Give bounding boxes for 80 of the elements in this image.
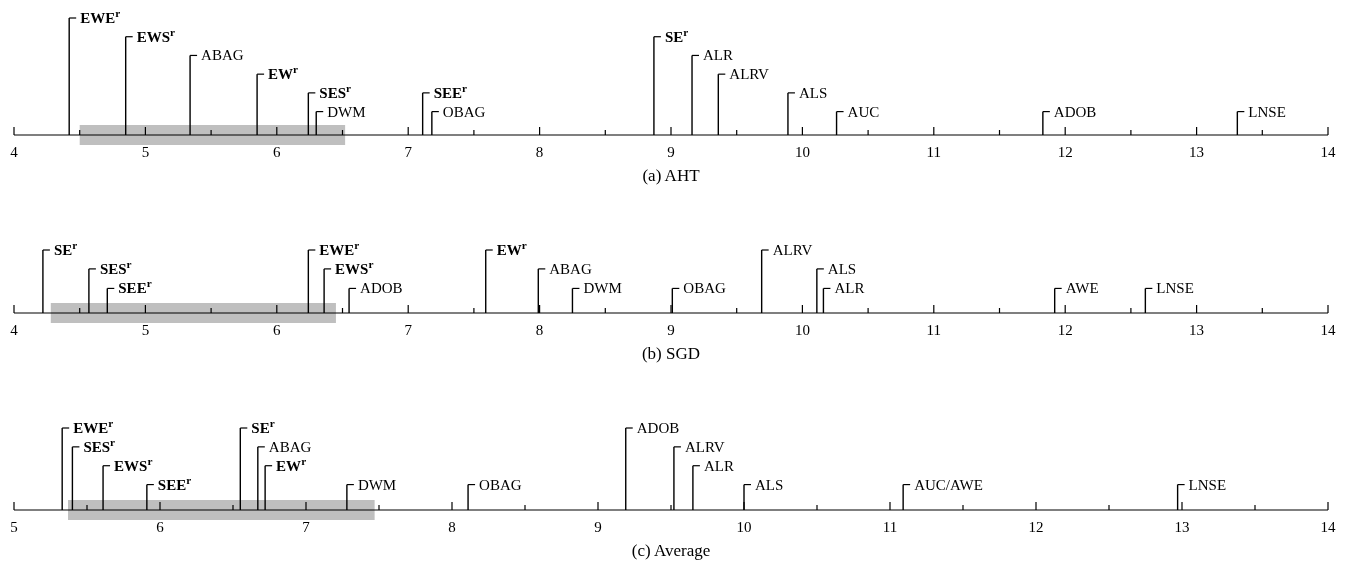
x-tick-label: 12: [1028, 519, 1044, 535]
annotation: EWE$^{r}$: [80, 7, 121, 26]
annotation: EW$^{r}$: [268, 63, 299, 83]
x-tick-label: 5: [141, 322, 150, 338]
annotation: ALR: [834, 280, 865, 297]
x-tick-label: 10: [736, 519, 752, 535]
x-tick-label: 7: [404, 144, 413, 160]
annotation: EW$^{r}$: [276, 454, 307, 474]
annotation: SEE$^{r}$: [157, 473, 192, 493]
annotation: SE$^{r}$: [664, 25, 689, 45]
annotation: ABAG: [268, 438, 312, 455]
annotation: SE$^{r}$: [251, 417, 275, 436]
annotation: SES$^{r}$: [99, 257, 132, 277]
annotation: SES$^{r}$: [83, 435, 116, 455]
annotation: EW$^{r}$: [496, 239, 527, 258]
x-tick-label: 9: [594, 519, 602, 535]
x-tick-label: 14: [1320, 322, 1336, 338]
annotation: ABAG: [549, 260, 592, 277]
annotation: ALRV: [684, 438, 725, 455]
annotation: LNSE: [1248, 103, 1286, 120]
annotation: EWE$^{r}$: [319, 239, 360, 258]
annotation: OBAG: [479, 476, 522, 493]
x-tick-label: 8: [535, 144, 544, 160]
annotation: AUC/AWE: [914, 476, 983, 493]
x-tick-label: 9: [667, 144, 675, 160]
annotation: OBAG: [683, 280, 726, 297]
annotation: LNSE: [1156, 280, 1194, 297]
annotation: ALRV: [729, 66, 770, 83]
annotation: EWS$^{r}$: [114, 454, 153, 474]
x-tick-label: 6: [156, 519, 165, 535]
annotation: AUC: [847, 103, 880, 120]
x-tick-label: 11: [926, 322, 942, 338]
x-tick-label: 10: [794, 144, 810, 160]
x-tick-label: 12: [1057, 322, 1073, 338]
x-tick-label: 5: [10, 519, 18, 535]
annotation: ALS: [755, 476, 784, 493]
x-tick-label: 7: [302, 519, 311, 535]
x-tick-label: 4: [10, 322, 19, 338]
x-tick-label: 11: [882, 519, 898, 535]
x-axis-title: (c) Average: [631, 541, 711, 560]
annotation: ALR: [703, 47, 734, 64]
annotation: DWM: [583, 280, 622, 297]
annotation: ALR: [703, 457, 734, 474]
annotation: SES$^{r}$: [319, 81, 352, 101]
x-tick-label: 4: [10, 144, 19, 160]
annotation: ALRV: [772, 242, 813, 258]
x-tick-label: 13: [1189, 322, 1205, 338]
annotation: AWE: [1065, 280, 1099, 297]
x-tick-label: 8: [448, 519, 456, 535]
x-axis-title: (b) SGD: [641, 344, 701, 363]
x-tick-label: 14: [1320, 519, 1336, 535]
x-tick-label: 6: [273, 144, 282, 160]
x-tick-label: 13: [1174, 519, 1190, 535]
x-tick-label: 8: [535, 322, 544, 338]
annotation: OBAG: [442, 103, 486, 120]
x-axis-title: (a) AHT: [642, 166, 701, 185]
x-tick-label: 5: [141, 144, 150, 160]
annotation: ADOB: [360, 280, 403, 297]
annotation: SE$^{r}$: [53, 239, 78, 258]
annotation: DWM: [327, 103, 366, 120]
annotation: LNSE: [1188, 476, 1227, 493]
annotation: DWM: [357, 476, 397, 493]
x-tick-label: 6: [273, 322, 282, 338]
x-tick-label: 7: [404, 322, 413, 338]
x-tick-label: 12: [1057, 144, 1073, 160]
annotation: EWS$^{r}$: [335, 257, 374, 277]
annotation: ALS: [827, 260, 857, 277]
x-tick-label: 9: [667, 322, 675, 338]
annotation: EWE$^{r}$: [73, 417, 114, 436]
annotation: SEE$^{r}$: [433, 81, 468, 101]
annotation: ALS: [798, 84, 828, 101]
x-tick-label: 10: [794, 322, 810, 338]
annotation: ABAG: [201, 47, 244, 64]
x-tick-label: 13: [1189, 144, 1205, 160]
annotation: ADOB: [636, 420, 680, 436]
annotation: SEE$^{r}$: [118, 277, 152, 297]
x-tick-label: 14: [1320, 144, 1336, 160]
x-tick-label: 11: [926, 144, 942, 160]
annotation: EWS$^{r}$: [136, 25, 176, 45]
annotation: ADOB: [1053, 103, 1097, 120]
